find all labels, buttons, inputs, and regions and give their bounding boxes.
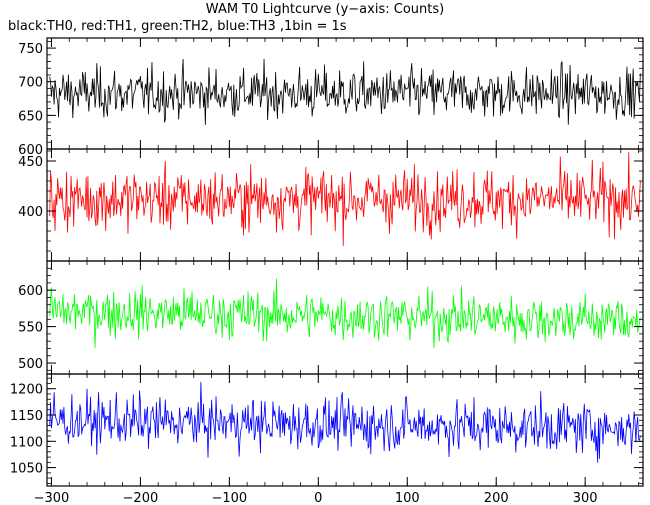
x-tick-label: −100 [211, 491, 247, 505]
trace-th2 [49, 278, 641, 349]
x-tick-label: 0 [314, 491, 322, 505]
y-tick-label: 600 [18, 284, 43, 299]
trace-th1 [49, 152, 641, 247]
y-tick-label: 750 [18, 42, 43, 57]
chart-title: WAM T0 Lightcurve (y−axis: Counts) [205, 2, 445, 17]
y-tick-label: 400 [18, 205, 43, 220]
x-tick-label: −300 [34, 491, 70, 505]
x-tick-label: −200 [123, 491, 159, 505]
x-tick-label: 100 [395, 491, 420, 505]
panel-frame-th3 [46, 373, 644, 487]
y-tick-label: 700 [18, 76, 43, 91]
y-tick-label: 500 [18, 357, 43, 372]
trace-th3 [49, 381, 641, 463]
y-tick-label: 1150 [10, 409, 43, 424]
x-tick-label: 200 [484, 491, 509, 505]
chart-subtitle: black:TH0, red:TH1, green:TH2, blue:TH3 … [8, 19, 347, 34]
y-tick-label: 1050 [10, 462, 43, 477]
x-tick-label: 300 [573, 491, 598, 505]
y-tick-label: 1100 [10, 435, 43, 450]
y-tick-label: 650 [18, 109, 43, 124]
trace-th0 [49, 58, 641, 125]
y-tick-label: 450 [18, 155, 43, 170]
y-tick-label: 550 [18, 321, 43, 336]
y-tick-label: 600 [18, 143, 43, 158]
y-tick-label: 1200 [10, 383, 43, 398]
